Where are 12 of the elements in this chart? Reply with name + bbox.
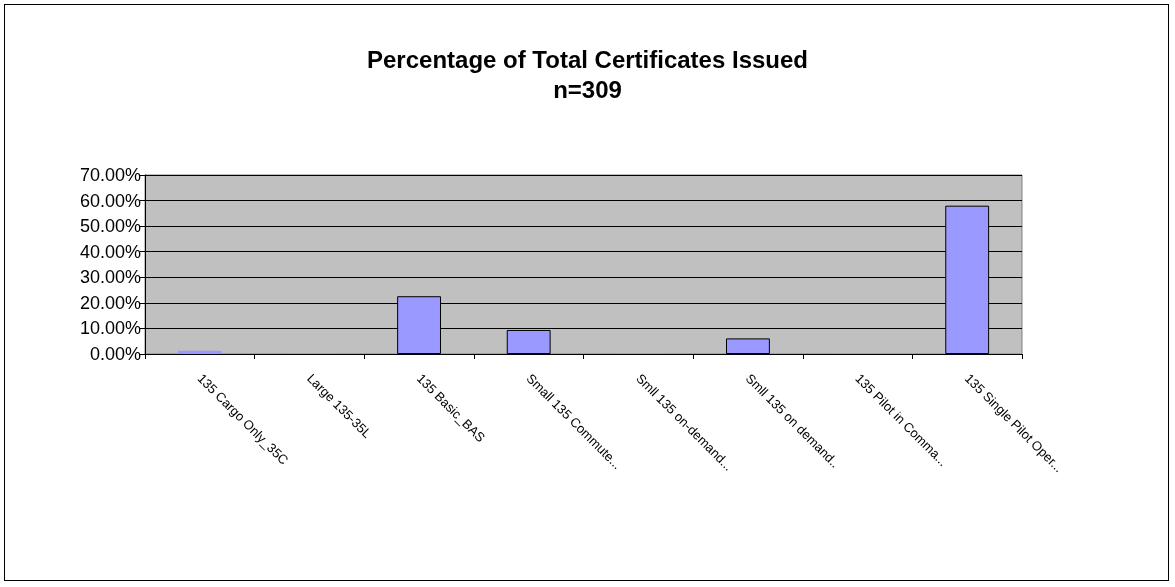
y-tick-label: 50.00% [79,216,141,237]
y-tick-label: 10.00% [79,318,141,339]
y-tick-label: 30.00% [79,267,141,288]
chart-title: Percentage of Total Certificates Issued [366,45,809,73]
chart-subtitle: n=309 [553,75,622,103]
y-tick-label: 20.00% [79,292,141,313]
y-tick-label: 60.00% [79,190,141,211]
bar [726,338,770,354]
y-tick-label: 0.00% [89,344,141,364]
y-tick-label: 40.00% [79,241,141,262]
bar [177,350,222,354]
y-tick-label: 70.00% [79,165,141,185]
